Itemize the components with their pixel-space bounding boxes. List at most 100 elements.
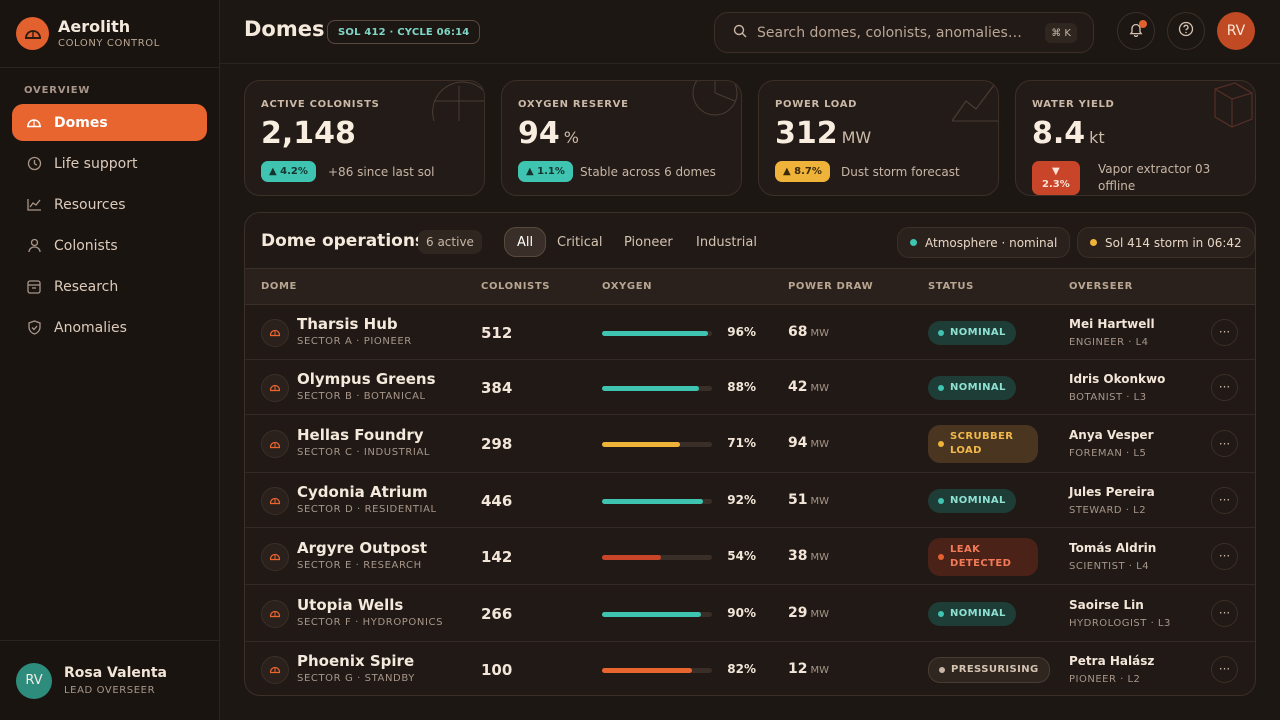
kpi-label: POWER LOAD bbox=[775, 99, 858, 110]
row-more-button[interactable]: ··· bbox=[1211, 373, 1238, 401]
table-row[interactable]: Olympus Greens SECTOR B · BOTANICAL 384 88%… bbox=[245, 360, 1255, 415]
dome-icon bbox=[261, 430, 289, 458]
kpi-change-badge: ▲ 8.7% bbox=[775, 161, 830, 182]
table-row[interactable]: Utopia Wells SECTOR F · HYDROPONICS 266 90%… bbox=[245, 585, 1255, 642]
dome-name[interactable]: Tharsis Hub bbox=[297, 314, 398, 333]
kpi-change-badge: ▼ 2.3% bbox=[1032, 161, 1080, 195]
notifications-button[interactable] bbox=[1117, 12, 1155, 50]
dome-sector: SECTOR F · HYDROPONICS bbox=[297, 616, 444, 628]
power-draw: 94 MW bbox=[788, 435, 829, 451]
colonist-count: 446 bbox=[481, 491, 513, 510]
kpi-card-power: POWER LOAD 312 MW ▲ 8.7% Dust storm forec… bbox=[758, 80, 999, 196]
dome-icon bbox=[261, 318, 289, 347]
dome-sector: SECTOR A · PIONEER bbox=[297, 335, 412, 347]
overseer-role: ENGINEER · L4 bbox=[1069, 336, 1149, 348]
ellipsis-icon: ··· bbox=[1218, 436, 1231, 451]
column-header-status[interactable]: STATUS bbox=[928, 281, 974, 292]
sidebar-item-resources[interactable]: Resources bbox=[12, 186, 207, 223]
topbar: Domes SOL 412 · CYCLE 06:14 Search domes… bbox=[220, 0, 1280, 64]
power-draw: 42 MW bbox=[788, 378, 829, 395]
kpi-change-badge: ▲ 1.1% bbox=[518, 161, 573, 182]
help-button[interactable] bbox=[1167, 12, 1205, 50]
sidebar-item-anomalies[interactable]: Anomalies bbox=[12, 309, 207, 346]
user-profile[interactable]: RV Rosa Valenta LEAD OVERSEER bbox=[0, 640, 219, 720]
row-more-button[interactable]: ··· bbox=[1211, 430, 1238, 457]
column-header-overseer[interactable]: OVERSEER bbox=[1069, 281, 1133, 292]
table-row[interactable]: Hellas Foundry SECTOR C · INDUSTRIAL 298 71… bbox=[245, 415, 1255, 473]
page-title: Domes bbox=[244, 17, 325, 41]
sidebar-item-label: Domes bbox=[54, 114, 108, 131]
dome-name[interactable]: Phoenix Spire bbox=[297, 651, 415, 670]
overseer-role: FOREMAN · L5 bbox=[1069, 448, 1147, 459]
nav-section-label: OVERVIEW bbox=[24, 85, 91, 96]
oxygen-percent: 71% bbox=[727, 436, 756, 450]
row-more-button[interactable]: ··· bbox=[1211, 599, 1238, 627]
status-badge: NOMINAL bbox=[928, 320, 1016, 345]
table-row[interactable]: Phoenix Spire SECTOR G · STANDBY 100 82% 12 M… bbox=[245, 642, 1255, 695]
sidebar-item-research[interactable]: Research bbox=[12, 268, 207, 305]
storm-warning-pill: Sol 414 storm in 06:42 bbox=[1077, 227, 1255, 258]
kpi-card-colonists: ACTIVE COLONISTS 2,148 ▲ 4.2% +86 since … bbox=[244, 80, 485, 196]
sol-badge: SOL 412 · CYCLE 06:14 bbox=[327, 20, 481, 44]
ellipsis-icon: ··· bbox=[1218, 606, 1231, 620]
sidebar-item-life-support[interactable]: Life support bbox=[12, 145, 207, 182]
kpi-note: Stable across 6 domes bbox=[580, 165, 716, 179]
table-row[interactable]: Tharsis Hub SECTOR A · PIONEER 512 96% 68 MW N… bbox=[245, 305, 1255, 360]
overseer-role: SCIENTIST · L4 bbox=[1069, 560, 1150, 572]
row-more-button[interactable]: ··· bbox=[1211, 655, 1238, 683]
oxygen-bar-fill bbox=[602, 442, 681, 447]
oxygen-percent: 92% bbox=[727, 492, 756, 507]
colonist-count: 266 bbox=[481, 604, 513, 623]
status-dot bbox=[938, 610, 944, 617]
sidebar-item-label: Life support bbox=[54, 155, 138, 172]
overseer-name[interactable]: Petra Halász bbox=[1069, 653, 1155, 668]
help-icon bbox=[1178, 21, 1194, 41]
power-draw: 29 MW bbox=[788, 604, 829, 621]
filter-all[interactable]: All bbox=[504, 227, 547, 257]
column-header-colonists[interactable]: COLONISTS bbox=[481, 281, 551, 292]
oxygen-bar-fill bbox=[602, 611, 701, 617]
row-more-button[interactable]: ··· bbox=[1211, 318, 1238, 346]
status-dot bbox=[938, 384, 944, 391]
overseer-name[interactable]: Jules Pereira bbox=[1069, 484, 1155, 499]
dome-icon bbox=[261, 542, 289, 571]
avatar[interactable]: RV bbox=[1217, 12, 1255, 50]
overseer-name[interactable]: Anya Vesper bbox=[1069, 428, 1154, 442]
dome-name[interactable]: Hellas Foundry bbox=[297, 426, 424, 444]
overseer-name[interactable]: Mei Hartwell bbox=[1069, 316, 1155, 331]
search-input[interactable]: Search domes, colonists, anomalies… ⌘ K bbox=[714, 12, 1094, 53]
oxygen-bar-fill bbox=[602, 554, 662, 560]
dome-name[interactable]: Olympus Greens bbox=[297, 369, 436, 388]
column-header-oxygen[interactable]: OXYGEN bbox=[602, 281, 653, 292]
row-more-button[interactable]: ··· bbox=[1211, 542, 1238, 570]
filter-pioneer[interactable]: Pioneer bbox=[624, 234, 673, 250]
sidebar-item-colonists[interactable]: Colonists bbox=[12, 227, 207, 264]
kpi-note: Dust storm forecast bbox=[841, 165, 960, 179]
clock-icon bbox=[26, 156, 42, 172]
overseer-name[interactable]: Idris Okonkwo bbox=[1069, 371, 1166, 386]
dome-icon bbox=[26, 115, 42, 131]
table-row[interactable]: Cydonia Atrium SECTOR D · RESIDENTIAL 446 9… bbox=[245, 473, 1255, 528]
overseer-name[interactable]: Saoirse Lin bbox=[1069, 597, 1144, 612]
oxygen-percent: 96% bbox=[727, 324, 756, 339]
filter-industrial[interactable]: Industrial bbox=[696, 234, 757, 250]
brand-name: Aerolith bbox=[58, 16, 131, 36]
sidebar-item-label: Colonists bbox=[54, 237, 118, 254]
colonist-count: 142 bbox=[481, 547, 513, 566]
sidebar-item-domes[interactable]: Domes bbox=[12, 104, 207, 141]
oxygen-bar bbox=[602, 498, 712, 504]
column-header-dome[interactable]: DOME bbox=[261, 281, 297, 292]
status-badge: NOMINAL bbox=[928, 375, 1016, 400]
dome-name[interactable]: Utopia Wells bbox=[297, 595, 404, 614]
oxygen-bar bbox=[602, 554, 712, 560]
kpi-label: OXYGEN RESERVE bbox=[518, 99, 629, 110]
dome-name[interactable]: Argyre Outpost bbox=[297, 538, 428, 557]
filter-critical[interactable]: Critical bbox=[557, 234, 603, 250]
dome-name[interactable]: Cydonia Atrium bbox=[297, 482, 428, 501]
sidebar-nav: Domes Life support Resources Colonists R… bbox=[12, 104, 207, 350]
oxygen-percent: 90% bbox=[727, 605, 756, 620]
row-more-button[interactable]: ··· bbox=[1211, 486, 1238, 514]
overseer-name[interactable]: Tomás Aldrin bbox=[1069, 540, 1157, 555]
column-header-power[interactable]: POWER DRAW bbox=[788, 281, 874, 292]
table-row[interactable]: Argyre Outpost SECTOR E · RESEARCH 142 54% 3… bbox=[245, 528, 1255, 585]
